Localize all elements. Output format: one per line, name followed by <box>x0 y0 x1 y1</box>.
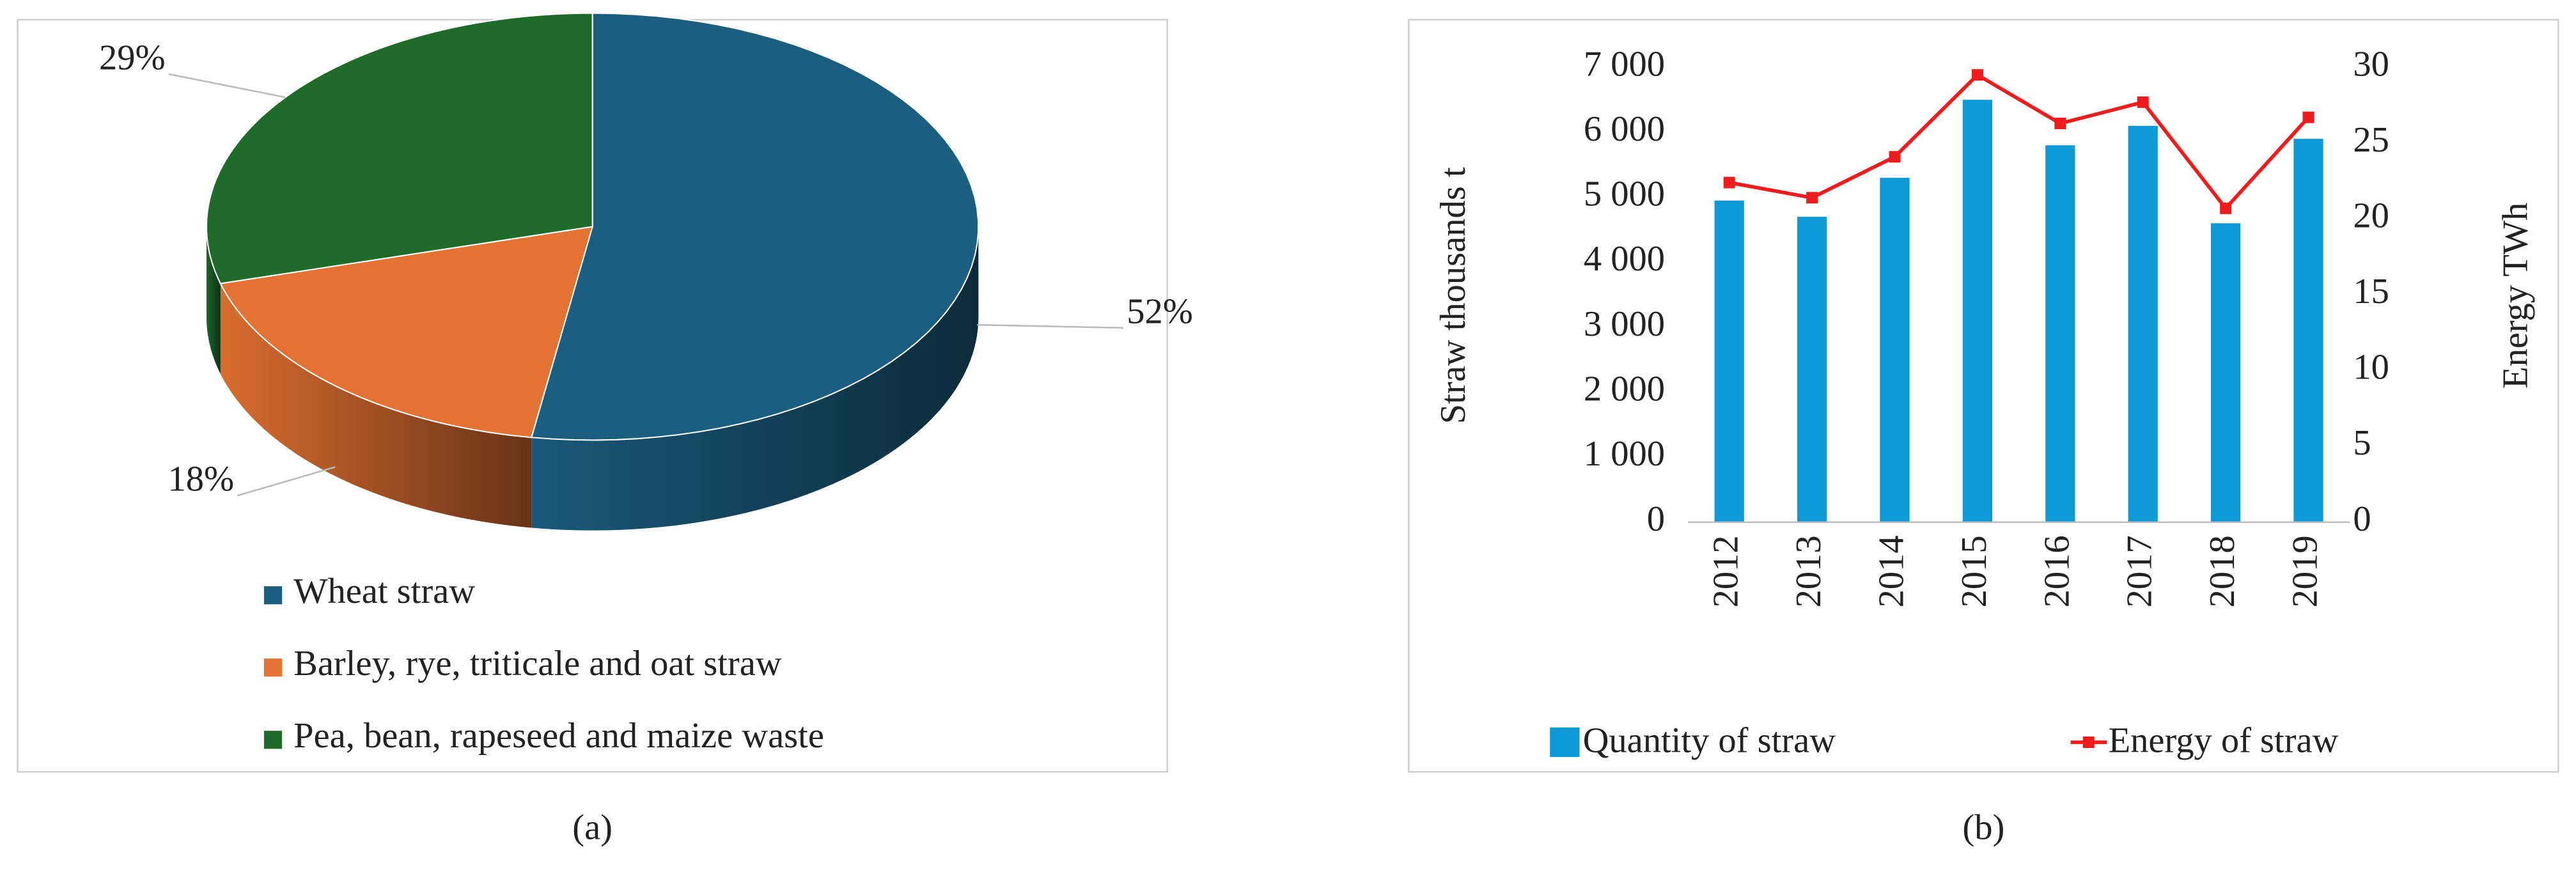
legend-label: Pea, bean, rapeseed and maize waste <box>293 716 824 756</box>
pie-side-shade <box>206 226 221 374</box>
x-tick-label: 2012 <box>1706 535 1746 607</box>
y-tick-label: 2 000 <box>1584 370 1665 409</box>
y2-tick-label: 0 <box>2353 499 2371 539</box>
y-tick-label: 0 <box>1647 499 1665 539</box>
y-axis-title: Straw thousands t <box>1433 167 1473 424</box>
line-marker <box>1806 192 1818 204</box>
data-label: 29% <box>99 38 166 77</box>
caption: (a) <box>572 808 613 848</box>
x-tick-label: 2017 <box>2120 535 2160 607</box>
y-tick-label: 4 000 <box>1584 239 1665 279</box>
data-label: 52% <box>1127 292 1193 331</box>
y2-tick-label: 5 <box>2353 423 2371 463</box>
y2-tick-label: 25 <box>2353 120 2389 160</box>
x-tick-label: 2019 <box>2285 535 2325 607</box>
x-tick-label: 2015 <box>1955 535 1994 607</box>
legend-swatch <box>263 658 283 677</box>
bar <box>1962 100 1993 522</box>
bar <box>1880 178 1910 522</box>
x-tick-label: 2014 <box>1871 535 1911 607</box>
legend-label: Wheat straw <box>293 572 475 611</box>
bar <box>2293 139 2323 522</box>
y-tick-label: 3 000 <box>1584 304 1665 344</box>
line-marker <box>2054 118 2066 130</box>
leader-line <box>168 73 286 98</box>
line-marker <box>2137 96 2149 108</box>
x-tick-label: 2018 <box>2203 535 2242 607</box>
leader-line <box>237 466 336 497</box>
y-tick-label: 6 000 <box>1584 109 1665 149</box>
legend-label: Barley, rye, triticale and oat straw <box>293 644 782 683</box>
pie-slice <box>219 226 594 439</box>
data-label: 18% <box>168 460 234 499</box>
y-tick-label: 1 000 <box>1584 434 1665 474</box>
legend-label: Quantity of straw <box>1583 721 1836 761</box>
bar <box>2210 223 2241 522</box>
pie-slice <box>530 12 980 441</box>
leader-line <box>977 323 1124 329</box>
line <box>1729 72 2310 212</box>
y2-tick-label: 15 <box>2353 272 2389 311</box>
legend-marker <box>2082 736 2095 749</box>
y2-tick-label: 10 <box>2353 348 2389 387</box>
bar <box>1714 200 1744 522</box>
legend-label: Energy of straw <box>2109 721 2339 761</box>
pie-slice <box>205 12 593 284</box>
line-marker <box>2302 111 2314 123</box>
pie-side-shade <box>220 283 532 528</box>
legend-swatch <box>263 586 283 605</box>
y2-tick-label: 20 <box>2353 196 2389 235</box>
legend-swatch <box>1550 727 1580 758</box>
line-marker <box>1889 151 1901 163</box>
legend-swatch <box>263 731 283 749</box>
y-tick-label: 5 000 <box>1584 175 1665 214</box>
y2-tick-label: 30 <box>2353 44 2389 84</box>
line-marker <box>1723 176 1735 189</box>
bar <box>2128 125 2158 522</box>
bar <box>1797 217 1827 522</box>
caption: (b) <box>1962 808 2004 848</box>
line-marker <box>2220 202 2232 214</box>
y2-axis-title: Energy TWh <box>2496 203 2536 389</box>
line-marker <box>1971 69 1983 81</box>
bar <box>2045 145 2075 522</box>
x-tick-label: 2013 <box>1789 535 1829 607</box>
pie-side-shade <box>531 226 979 531</box>
x-tick-label: 2016 <box>2037 535 2077 607</box>
y-tick-label: 7 000 <box>1584 44 1665 84</box>
